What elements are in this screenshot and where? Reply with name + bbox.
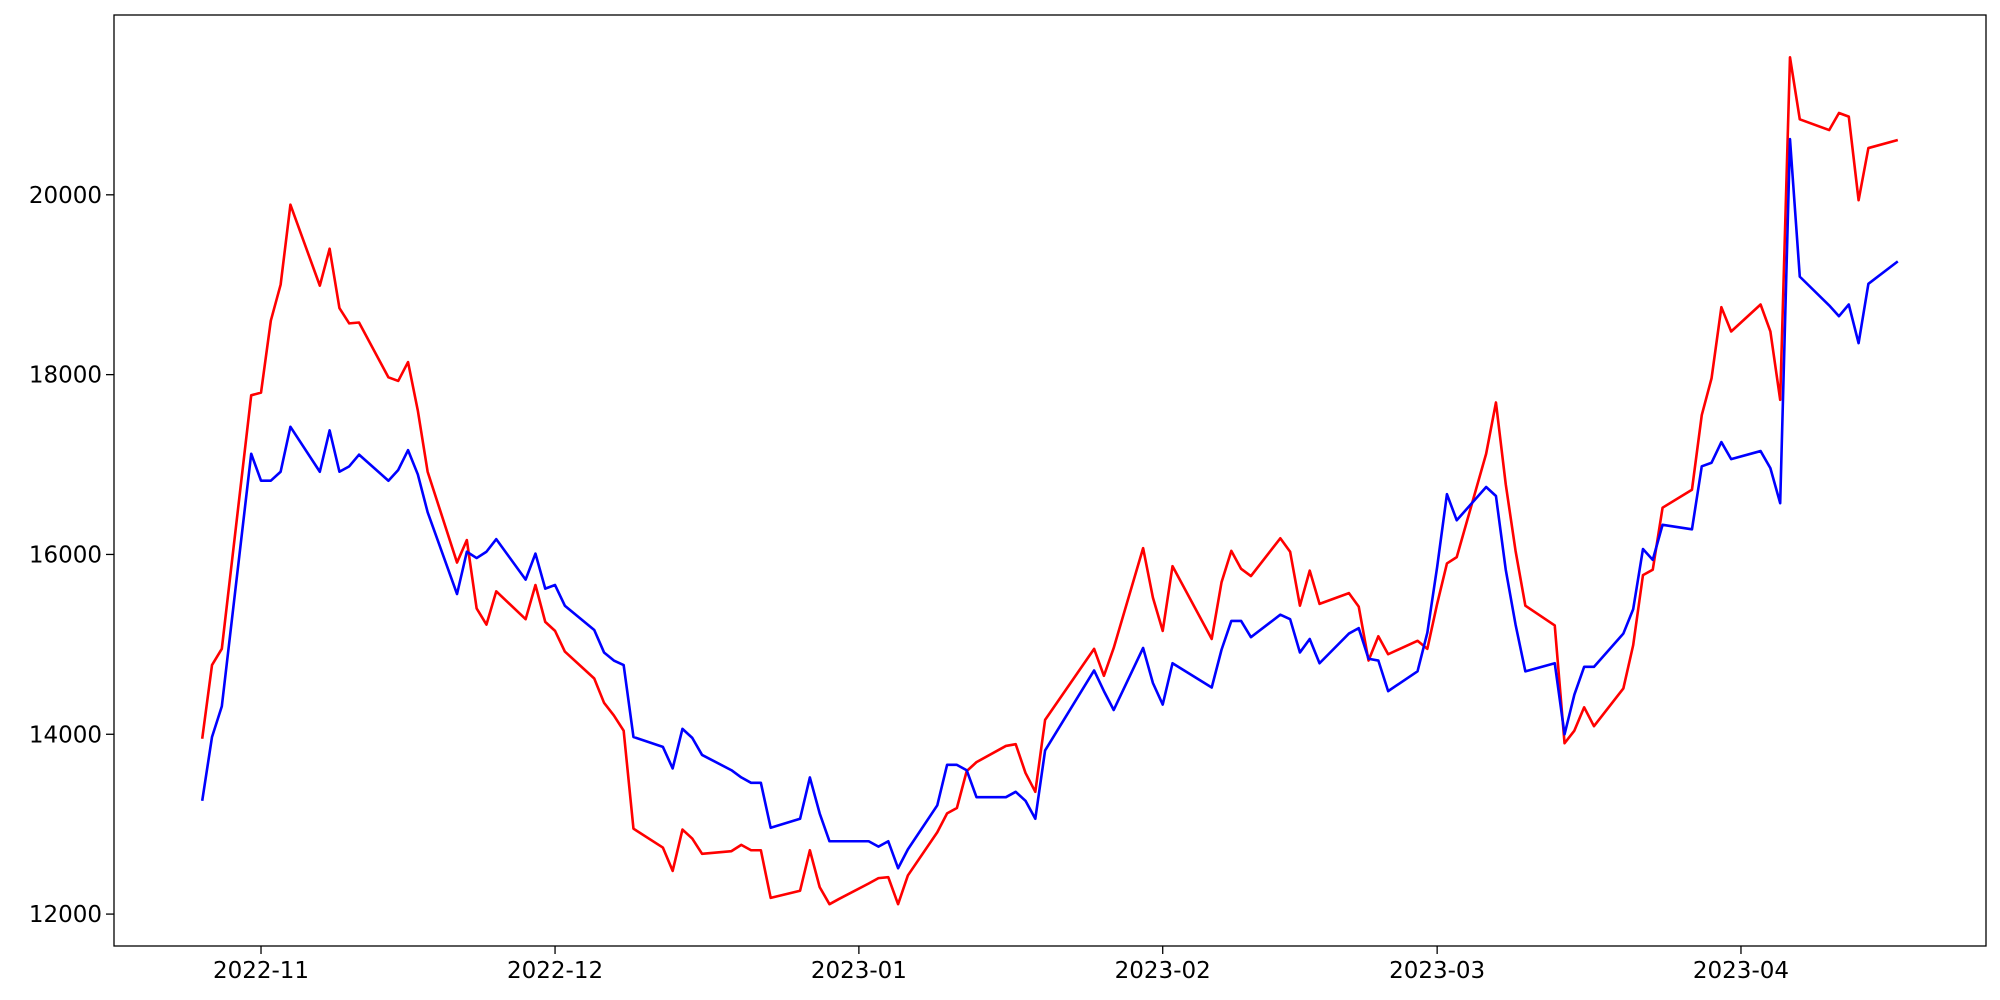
y-tick-label: 16000	[29, 542, 102, 568]
x-tick-label: 2023-03	[1389, 958, 1485, 984]
y-tick-label: 20000	[29, 183, 102, 209]
series-line	[200, 137, 1899, 870]
x-tick-label: 2023-04	[1693, 958, 1789, 984]
y-tick-label: 14000	[29, 722, 102, 748]
series-line	[200, 55, 1899, 906]
y-tick-label: 18000	[29, 363, 102, 389]
x-tick-label: 2022-11	[213, 958, 309, 984]
x-tick-label: 2023-02	[1115, 958, 1211, 984]
y-tick-label: 12000	[29, 902, 102, 928]
axes-frame	[113, 14, 1987, 947]
x-tick-label: 2023-01	[811, 958, 907, 984]
x-tick-label: 2022-12	[507, 958, 603, 984]
